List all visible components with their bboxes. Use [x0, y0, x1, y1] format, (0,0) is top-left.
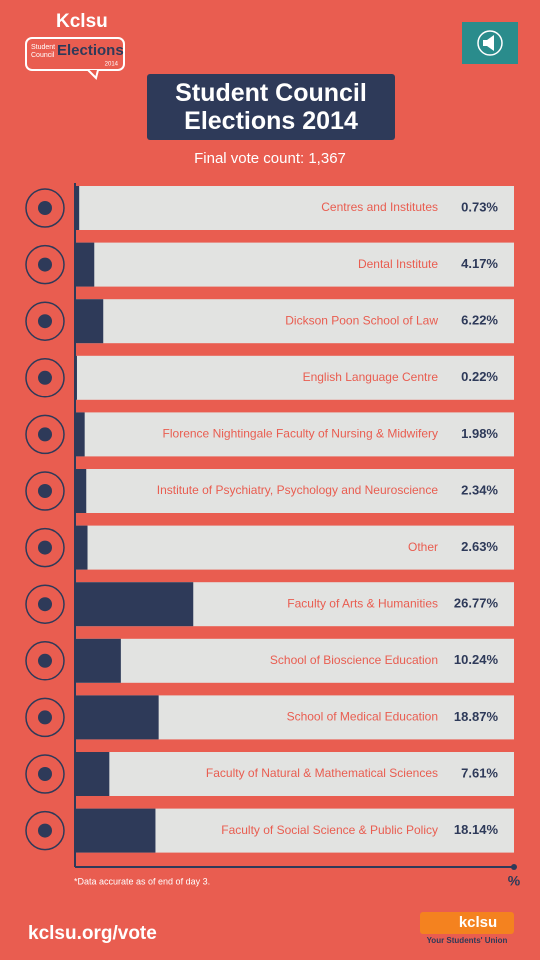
category-icon-glyph: [38, 653, 52, 668]
value-label: 2.63%: [461, 539, 498, 554]
category-icon: [25, 810, 65, 851]
category-label: School of Bioscience Education: [270, 653, 438, 667]
footer-logo-box: [420, 912, 514, 934]
value-label: 26.77%: [454, 596, 499, 611]
logo-line2: Council: [31, 52, 55, 59]
bar-track: [76, 752, 514, 796]
category-label: Faculty of Arts & Humanities: [287, 596, 438, 610]
category-icon-glyph: [38, 314, 52, 329]
bar: [76, 299, 104, 344]
category-icon-glyph: [38, 767, 52, 781]
category-icon: [25, 358, 65, 398]
bar-track: [76, 638, 514, 683]
category-icon: [25, 527, 65, 568]
value-label: 4.17%: [461, 256, 498, 271]
category-icon-glyph: [38, 370, 52, 385]
footer-brand: kclsu: [459, 914, 497, 931]
bar: [76, 695, 159, 740]
logo-brand: Kclsu: [56, 11, 108, 32]
value-label: 6.22%: [461, 313, 498, 328]
value-label: 18.14%: [454, 822, 499, 837]
category-label: Other: [408, 540, 438, 554]
category-icon: [25, 244, 65, 285]
logo-bubble-tail: [87, 69, 99, 80]
category-icon-glyph: [38, 201, 52, 215]
category-icon-glyph: [38, 427, 52, 442]
category-icon: [25, 754, 65, 794]
category-icon: [25, 641, 65, 681]
bar: [76, 186, 80, 230]
category-icon: [25, 697, 65, 738]
bar: [76, 582, 194, 627]
category-icon: [25, 301, 65, 341]
category-label: Faculty of Social Science & Public Polic…: [221, 823, 438, 837]
category-label: Dental Institute: [358, 257, 438, 271]
category-label: School of Medical Education: [287, 710, 438, 724]
category-label: Institute of Psychiatry, Psychology and …: [157, 483, 439, 497]
bar: [76, 525, 88, 570]
category-icon-glyph: [38, 823, 52, 838]
x-axis-label: %: [508, 873, 521, 889]
category-icon-glyph: [38, 257, 52, 272]
bar: [76, 808, 156, 853]
logo-bubble: [25, 37, 125, 71]
category-label: Dickson Poon School of Law: [285, 313, 438, 327]
bar-track: [76, 469, 514, 513]
bar-track: [76, 355, 514, 400]
bar-track: [76, 299, 514, 344]
category-icon: [25, 188, 65, 228]
value-label: 18.87%: [454, 709, 499, 724]
category-icon: [25, 414, 65, 455]
bar: [76, 242, 95, 287]
category-icon-glyph: [38, 484, 52, 498]
value-label: 1.98%: [461, 426, 498, 441]
value-label: 0.73%: [461, 199, 498, 214]
axis-end-dot: [511, 864, 517, 870]
logo-year: 2014: [105, 62, 119, 68]
category-label: Faculty of Natural & Mathematical Scienc…: [206, 766, 438, 780]
bar: [76, 355, 77, 400]
bar: [76, 469, 87, 513]
category-icon-glyph: [38, 597, 52, 612]
footer-tagline: Your Students' Union: [427, 936, 508, 945]
bar-track: [76, 186, 514, 230]
bar: [76, 638, 121, 683]
category-label: Florence Nightingale Faculty of Nursing …: [163, 427, 438, 441]
category-icon: [25, 584, 65, 624]
value-label: 0.22%: [461, 369, 498, 384]
logo-line1: Student: [31, 44, 55, 51]
category-label: English Language Centre: [303, 370, 439, 384]
category-label: Centres and Institutes: [321, 200, 438, 214]
footer-url[interactable]: kclsu.org/vote: [28, 923, 157, 944]
share-icon: [477, 30, 503, 56]
bar: [76, 412, 85, 457]
chart-subtitle: Final vote count: 1,367: [194, 150, 346, 167]
logo-line3: Elections: [57, 42, 124, 59]
value-label: 7.61%: [461, 765, 498, 780]
category-icon-glyph: [38, 710, 52, 725]
bar-track: [76, 525, 514, 570]
value-label: 2.34%: [461, 482, 498, 497]
chart-title: Student Council Elections 2014: [147, 74, 395, 140]
footnote: *Data accurate as of end of day 3.: [74, 876, 210, 886]
bar-track: [76, 412, 514, 457]
category-icon: [25, 471, 65, 511]
value-label: 10.24%: [454, 652, 499, 667]
bar: [76, 752, 110, 796]
megaphone: [483, 35, 494, 51]
category-icon-glyph: [38, 540, 52, 555]
bar-track: [76, 242, 514, 287]
